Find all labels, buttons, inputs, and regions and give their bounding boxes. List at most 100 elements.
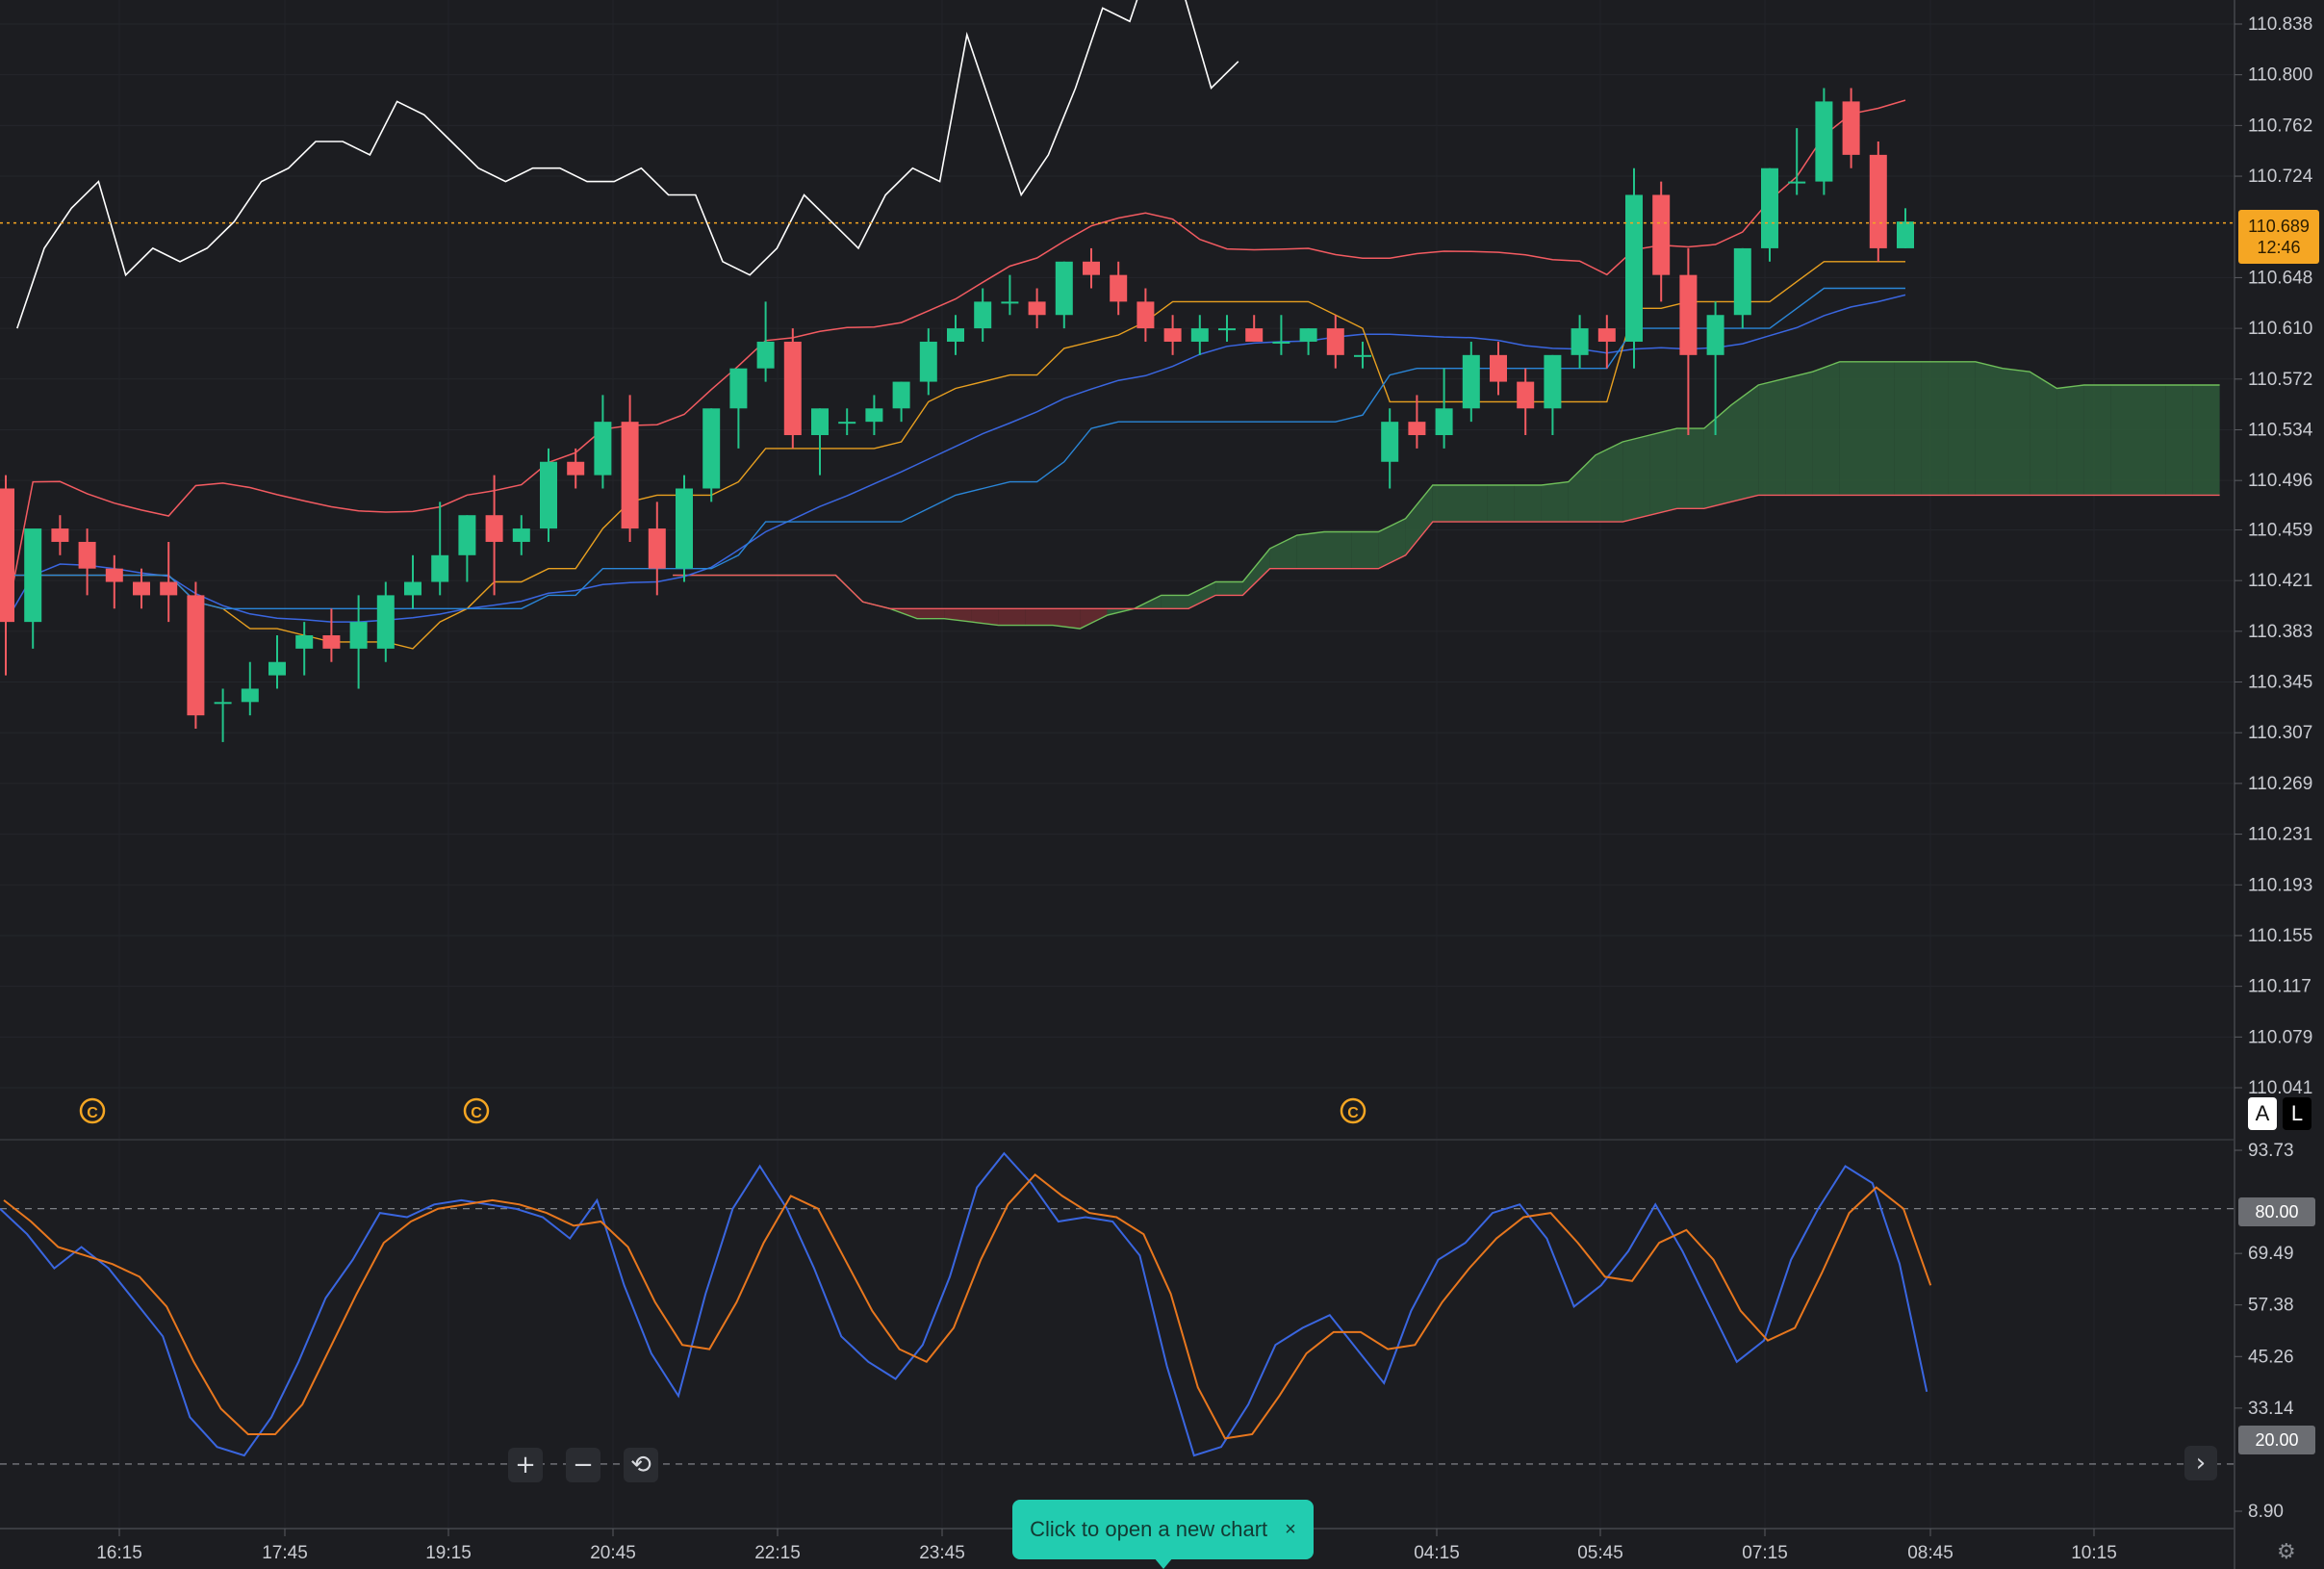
cloud-segment — [1975, 361, 2003, 496]
candle-body[interactable] — [567, 461, 585, 476]
oscillator-axis[interactable]: 93.73 69.49 57.38 45.26 33.14 8.90 — [2235, 1141, 2294, 1522]
candle-body[interactable] — [349, 622, 368, 649]
event-marker-icon[interactable] — [463, 1097, 490, 1124]
scroll-to-latest-button[interactable]: › — [2184, 1446, 2217, 1480]
candle-body[interactable] — [1597, 328, 1616, 342]
candlesticks[interactable] — [0, 88, 1914, 742]
candle-body[interactable] — [947, 328, 964, 342]
zoom-out-button[interactable]: − — [566, 1448, 600, 1482]
candle-body[interactable] — [702, 408, 721, 489]
candle-body[interactable] — [431, 554, 449, 582]
candle-body[interactable] — [1028, 301, 1046, 316]
candle-body[interactable] — [322, 634, 341, 649]
auto-scale-button[interactable]: A — [2248, 1097, 2277, 1130]
candle-body[interactable] — [919, 341, 937, 382]
candle-body[interactable] — [1761, 167, 1778, 248]
candle-body[interactable] — [811, 408, 829, 436]
candle-body[interactable] — [1163, 328, 1182, 342]
candle-body[interactable] — [404, 581, 421, 596]
candle-body[interactable] — [187, 595, 205, 716]
candle-body[interactable] — [594, 422, 612, 476]
candle-body[interactable] — [648, 528, 666, 569]
cloud-segment — [1676, 428, 1704, 509]
candle-body[interactable] — [1679, 274, 1698, 355]
candle-body[interactable] — [214, 702, 232, 705]
candle-body[interactable] — [78, 541, 96, 569]
candle-body[interactable] — [1055, 261, 1073, 316]
candle-body[interactable] — [1272, 341, 1290, 344]
time-tick-label: 04:15 — [1414, 1543, 1460, 1563]
candle-body[interactable] — [1897, 221, 1914, 248]
candle-body[interactable] — [24, 528, 42, 623]
candle-body[interactable] — [105, 568, 123, 582]
candle-body[interactable] — [376, 595, 395, 649]
candle-body[interactable] — [621, 422, 639, 529]
cloud-segment — [2003, 368, 2030, 496]
candle-body[interactable] — [133, 581, 150, 596]
price-tick-label: 110.231 — [2248, 825, 2312, 845]
candle-body[interactable] — [1299, 328, 1317, 342]
candle-body[interactable] — [512, 528, 530, 542]
price-axis[interactable]: 110.838 110.800 110.762 110.724 110.648 110.6… — [2235, 14, 2313, 1098]
candle-body[interactable] — [1517, 381, 1535, 409]
candle-body[interactable] — [1001, 301, 1019, 304]
candle-body[interactable] — [1245, 328, 1264, 342]
candle-body[interactable] — [1136, 301, 1155, 329]
candle-body[interactable] — [1815, 101, 1833, 182]
candle-body[interactable] — [160, 581, 178, 596]
candle-body[interactable] — [1083, 261, 1100, 275]
candle-body[interactable] — [458, 515, 476, 555]
candle-body[interactable] — [756, 341, 775, 369]
zoom-in-button[interactable]: + — [508, 1448, 543, 1482]
time-axis[interactable]: 16:15 17:45 19:15 20:45 22:15 23:45 04:15 05:45… — [96, 1529, 2117, 1563]
new-chart-toast[interactable]: Click to open a new chart × — [1012, 1500, 1314, 1559]
log-scale-button[interactable]: L — [2283, 1097, 2311, 1130]
event-marker-icon[interactable] — [1340, 1097, 1366, 1124]
candle-body[interactable] — [1869, 154, 1887, 248]
candle-body[interactable] — [1408, 422, 1426, 436]
candle-body[interactable] — [1625, 194, 1643, 342]
price-tick-label: 110.117 — [2248, 977, 2311, 997]
osc-tick-label: 57.38 — [2248, 1296, 2294, 1316]
candle-body[interactable] — [676, 488, 693, 569]
candle-body[interactable] — [295, 634, 314, 649]
candle-body[interactable] — [1326, 328, 1344, 355]
candle-body[interactable] — [1842, 101, 1860, 155]
candle-body[interactable] — [1733, 247, 1751, 316]
cloud-segment — [2138, 385, 2166, 496]
settings-gear-icon[interactable]: ⚙ — [2277, 1540, 2296, 1564]
candle-body[interactable] — [838, 422, 856, 424]
candle-body[interactable] — [241, 688, 259, 703]
candle-body[interactable] — [1435, 408, 1453, 436]
candle-body[interactable] — [1571, 328, 1589, 355]
candle-body[interactable] — [1490, 354, 1507, 382]
candle-body[interactable] — [729, 368, 748, 409]
candle-body[interactable] — [865, 408, 883, 423]
candle-body[interactable] — [1354, 354, 1371, 357]
candle-body[interactable] — [1544, 354, 1562, 409]
candle-body[interactable] — [783, 341, 802, 436]
candle-body[interactable] — [1110, 274, 1128, 302]
candle-body[interactable] — [268, 661, 286, 676]
candle-body[interactable] — [485, 515, 503, 542]
tenkan-sen-line — [6, 261, 1905, 650]
candle-body[interactable] — [540, 461, 557, 529]
stoch-d-line — [3, 1172, 1932, 1440]
candle-body[interactable] — [1706, 315, 1724, 355]
candle-body[interactable] — [1190, 328, 1209, 342]
candle-body[interactable] — [974, 301, 992, 329]
candle-body[interactable] — [1218, 328, 1236, 331]
candle-body[interactable] — [0, 488, 14, 623]
toast-close-icon[interactable]: × — [1285, 1518, 1296, 1540]
cloud-segment — [1188, 581, 1216, 609]
candle-body[interactable] — [892, 381, 910, 409]
candle-body[interactable] — [1462, 354, 1480, 409]
candle-body[interactable] — [51, 528, 69, 542]
candle-body[interactable] — [1788, 181, 1806, 184]
event-marker-icon[interactable] — [79, 1097, 106, 1124]
reset-chart-button[interactable]: ⟲ — [624, 1448, 658, 1482]
candle-body[interactable] — [1381, 422, 1399, 462]
candle-body[interactable] — [1652, 194, 1671, 275]
